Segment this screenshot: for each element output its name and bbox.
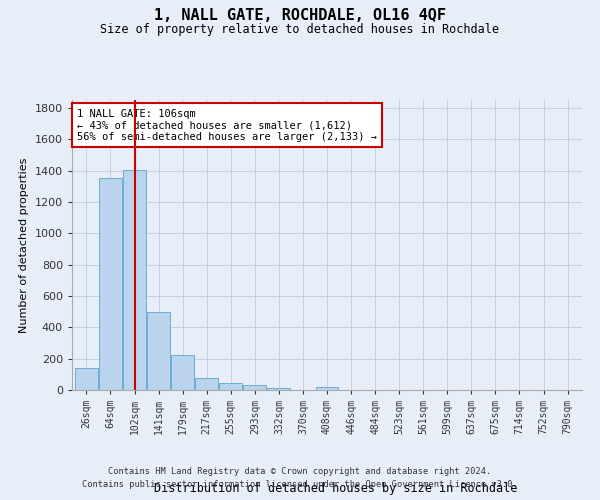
Bar (268, 388, 290, 390)
Bar (316, 387, 338, 390)
Bar (220, 383, 242, 390)
Text: Size of property relative to detached houses in Rochdale: Size of property relative to detached ho… (101, 22, 499, 36)
Bar (75, 368, 98, 390)
Text: Distribution of detached houses by size in Rochdale: Distribution of detached houses by size … (154, 482, 518, 495)
Bar (244, 386, 266, 390)
Bar (147, 312, 170, 390)
Text: 1, NALL GATE, ROCHDALE, OL16 4QF: 1, NALL GATE, ROCHDALE, OL16 4QF (154, 8, 446, 22)
Bar (123, 170, 146, 390)
Text: Contains HM Land Registry data © Crown copyright and database right 2024.
Contai: Contains HM Land Registry data © Crown c… (82, 468, 518, 489)
Text: 1 NALL GATE: 106sqm
← 43% of detached houses are smaller (1,612)
56% of semi-det: 1 NALL GATE: 106sqm ← 43% of detached ho… (77, 108, 377, 142)
Y-axis label: Number of detached properties: Number of detached properties (19, 158, 29, 332)
Bar (171, 354, 194, 390)
Bar (195, 378, 218, 390)
Bar (99, 178, 122, 390)
